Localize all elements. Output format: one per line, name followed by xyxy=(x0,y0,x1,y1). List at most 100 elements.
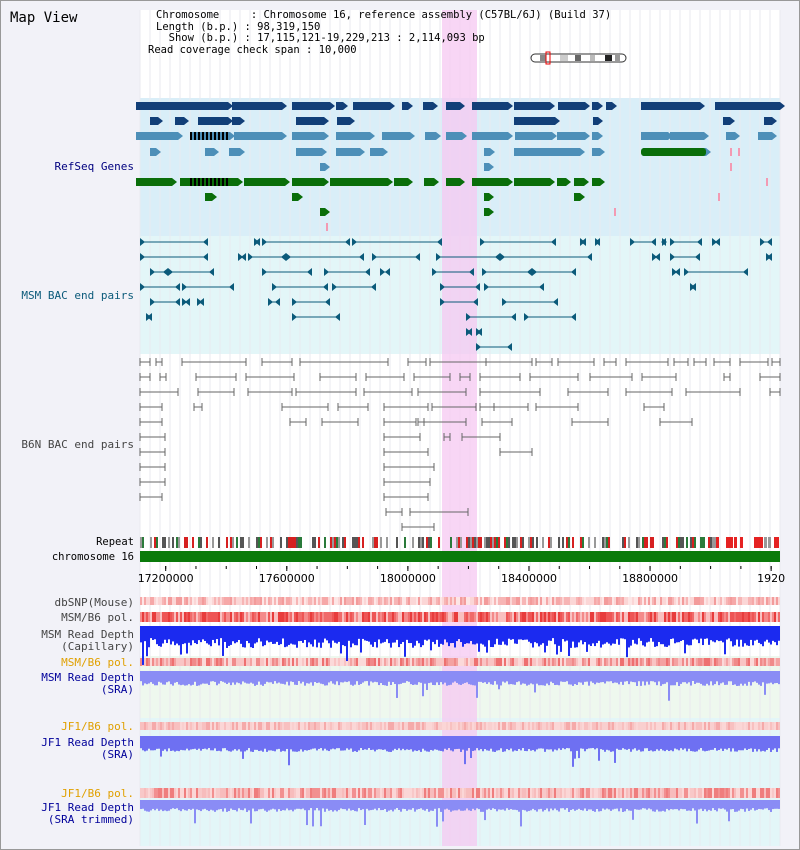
heat-strip-cell xyxy=(160,597,162,605)
depth-bar xyxy=(566,671,568,682)
refseq-gene xyxy=(484,208,489,216)
depth-bar xyxy=(332,736,334,749)
heat-strip-cell xyxy=(578,612,580,622)
depth-bar xyxy=(374,800,376,809)
depth-bar xyxy=(356,736,358,752)
depth-bar xyxy=(262,800,264,809)
heat-strip-cell xyxy=(724,597,726,605)
repeat-element xyxy=(192,537,194,548)
heat-strip-cell xyxy=(550,788,552,798)
heat-strip-cell xyxy=(516,597,518,605)
bac-end xyxy=(275,298,280,306)
depth-bar xyxy=(208,626,210,645)
depth-bar xyxy=(358,736,360,751)
heat-strip-cell xyxy=(762,658,764,666)
heat-strip-cell xyxy=(674,788,676,798)
heat-strip-cell xyxy=(502,788,504,798)
heat-strip-cell xyxy=(154,658,156,666)
heat-strip-cell xyxy=(256,658,258,666)
depth-bar xyxy=(176,671,178,682)
heat-strip-cell xyxy=(298,788,300,798)
depth-bar xyxy=(672,800,674,810)
heat-strip-cell xyxy=(388,658,390,666)
heat-strip-cell xyxy=(190,788,192,798)
depth-bar xyxy=(616,626,618,640)
depth-bar xyxy=(146,626,148,657)
depth-bar xyxy=(596,671,598,683)
depth-bar xyxy=(230,626,232,645)
depth-bar xyxy=(558,626,560,646)
heat-strip-cell xyxy=(566,722,568,730)
heat-strip-cell xyxy=(608,597,610,605)
depth-bar xyxy=(712,800,714,809)
heat-strip-cell xyxy=(152,658,154,666)
heat-strip-cell xyxy=(464,612,466,622)
depth-bar xyxy=(668,736,670,752)
heat-strip-cell xyxy=(528,722,530,730)
depth-bar xyxy=(728,671,730,682)
heat-strip-cell xyxy=(332,722,334,730)
heat-strip-cell xyxy=(598,722,600,730)
heat-strip-cell xyxy=(158,788,160,798)
bac-end xyxy=(675,268,680,276)
depth-bar xyxy=(764,671,766,695)
depth-bar xyxy=(370,736,372,750)
refseq-gene xyxy=(296,117,324,125)
repeat-element xyxy=(230,537,232,548)
heat-strip-cell xyxy=(280,788,282,798)
depth-bar xyxy=(372,800,374,810)
depth-bar xyxy=(488,671,490,683)
heat-strip-cell xyxy=(224,597,226,605)
depth-bar xyxy=(226,800,228,812)
depth-bar xyxy=(486,736,488,751)
heat-strip-cell xyxy=(638,658,640,666)
depth-bar xyxy=(156,800,158,809)
repeat-element xyxy=(734,537,737,548)
depth-bar xyxy=(680,800,682,809)
depth-bar xyxy=(174,626,176,646)
heat-strip-cell xyxy=(532,658,534,666)
heat-strip-cell xyxy=(394,612,396,622)
heat-strip-cell xyxy=(204,722,206,730)
heat-strip-cell xyxy=(240,612,242,622)
depth-bar xyxy=(272,626,274,644)
pink-mark xyxy=(326,223,328,231)
depth-bar xyxy=(582,736,584,749)
heat-strip-cell xyxy=(392,788,394,798)
depth-bar xyxy=(150,800,152,811)
depth-bar xyxy=(294,736,296,752)
depth-bar xyxy=(508,736,510,751)
depth-bar xyxy=(704,736,706,752)
heat-strip-cell xyxy=(202,658,204,666)
heat-strip-cell xyxy=(446,612,448,622)
heat-strip-cell xyxy=(192,612,194,622)
heat-strip-cell xyxy=(624,597,626,605)
heat-strip-cell xyxy=(408,658,410,666)
depth-bar xyxy=(526,671,528,686)
depth-bar xyxy=(604,626,606,644)
heat-strip-cell xyxy=(184,612,186,622)
depth-bar xyxy=(444,800,446,810)
depth-bar xyxy=(148,736,150,749)
heat-strip-cell xyxy=(624,612,626,622)
heat-strip-cell xyxy=(266,612,268,622)
repeat-element xyxy=(162,537,164,548)
depth-bar xyxy=(584,671,586,682)
refseq-gene-arrow xyxy=(704,132,709,140)
heat-strip-cell xyxy=(250,658,252,666)
heat-strip-cell xyxy=(274,788,276,798)
track-label-refseq-genes[interactable]: RefSeq Genes xyxy=(54,160,134,173)
depth-bar xyxy=(362,736,364,751)
heat-strip-cell xyxy=(148,612,150,622)
heat-strip-cell xyxy=(610,597,612,605)
repeat-element xyxy=(646,537,648,548)
track-label-b6n-bac[interactable]: B6N BAC end pairs xyxy=(21,438,134,451)
heat-strip-cell xyxy=(346,722,348,730)
depth-bar xyxy=(212,626,214,640)
depth-bar xyxy=(316,671,318,684)
heat-strip-cell xyxy=(516,658,518,666)
refseq-gene xyxy=(484,193,489,201)
heat-strip-cell xyxy=(492,658,494,666)
track-label-msm-bac[interactable]: MSM BAC end pairs xyxy=(21,289,134,302)
